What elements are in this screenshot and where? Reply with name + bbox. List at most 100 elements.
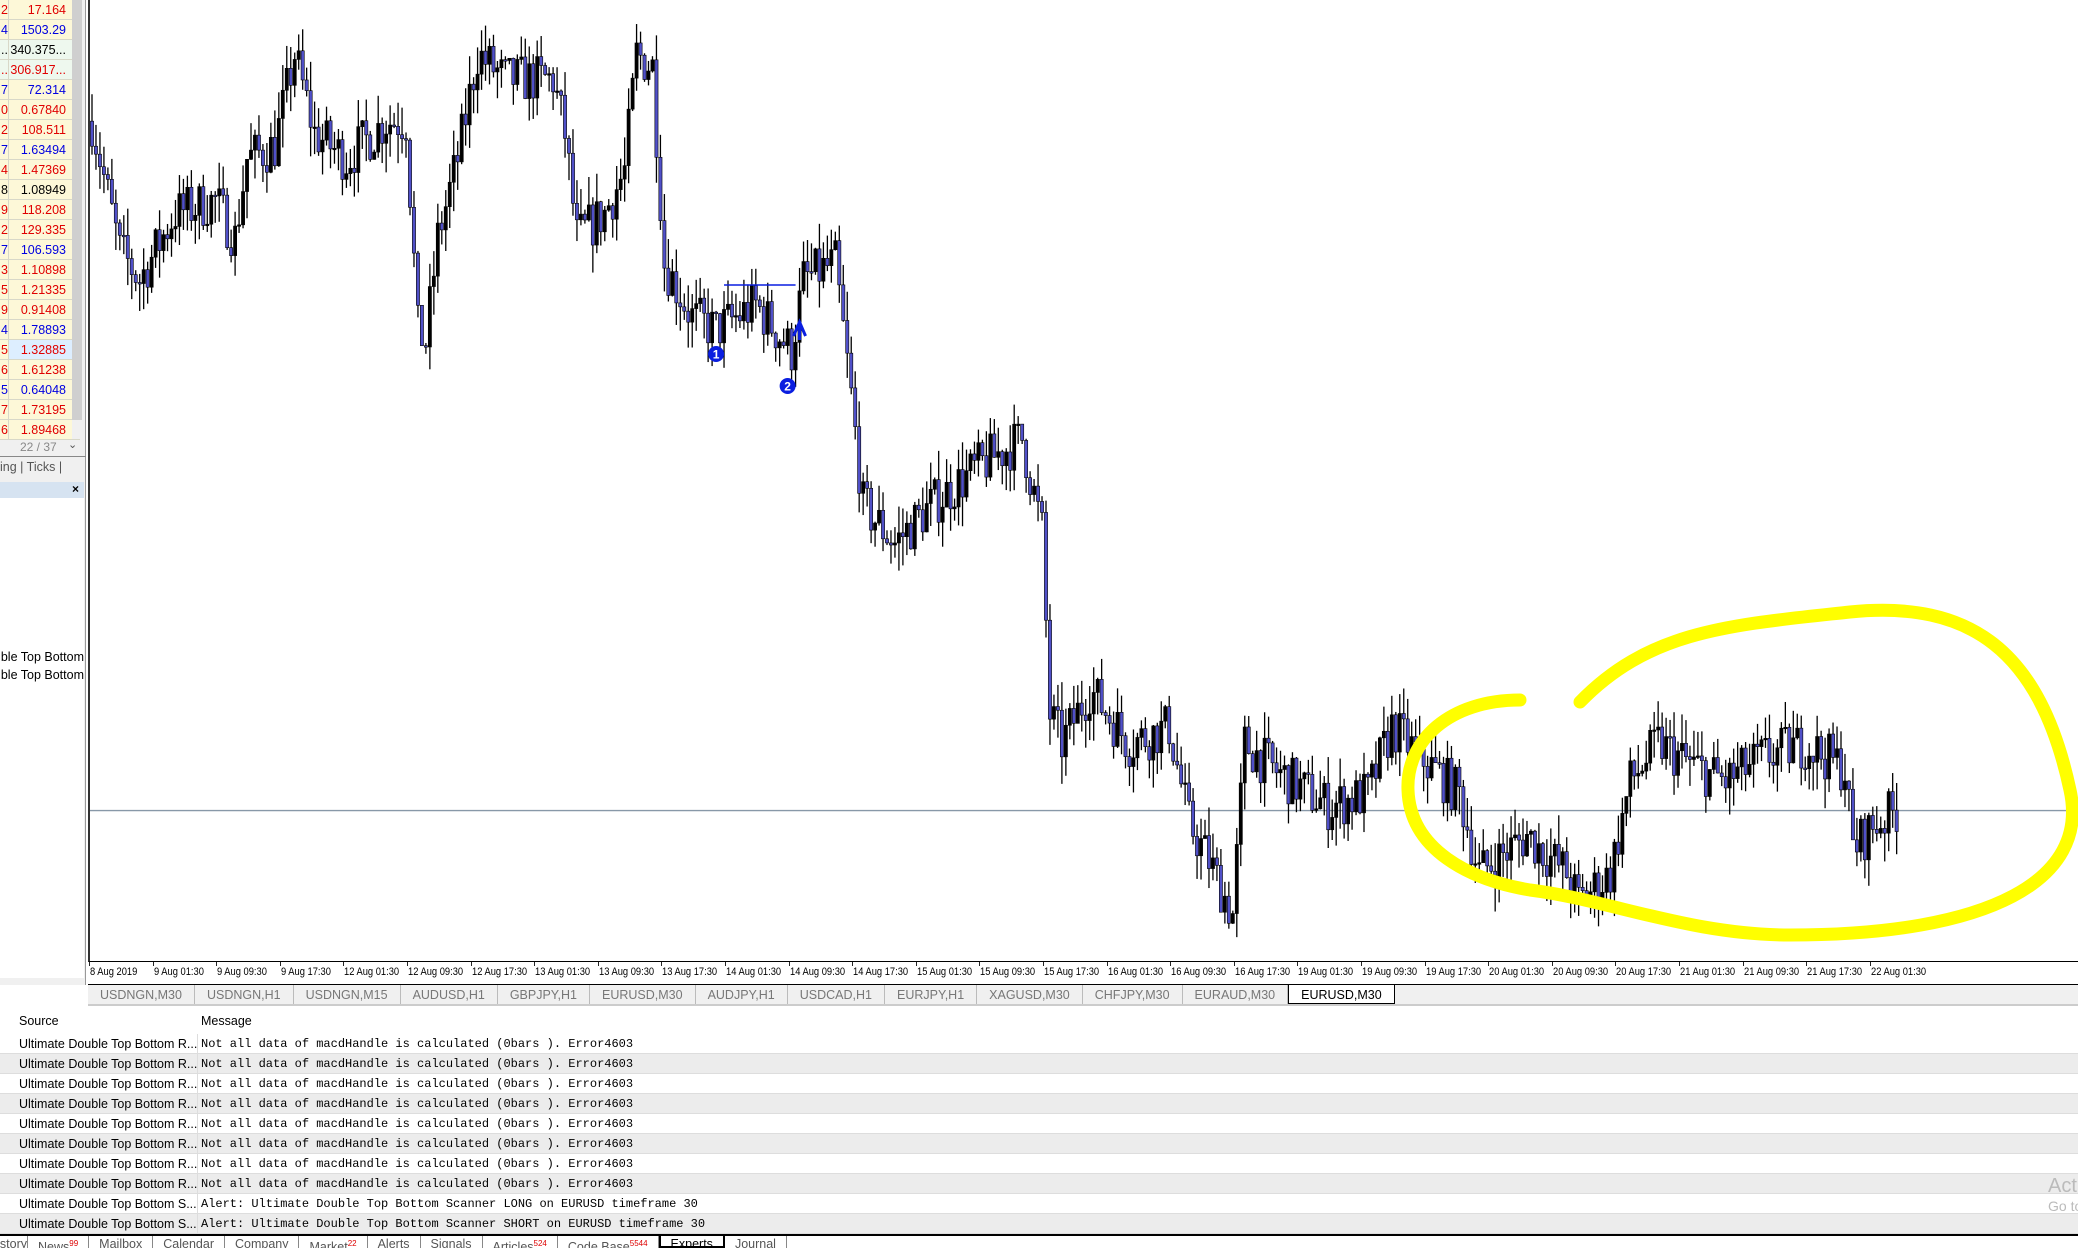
x-tick-label: 12 Aug 09:30 <box>407 962 464 978</box>
market-watch-row[interactable]: 5 0.64048 <box>0 380 80 400</box>
chart-tab[interactable]: AUDUSD,H1 <box>401 985 498 1004</box>
log-row[interactable]: Ultimate Double Top Bottom R... Not all d… <box>0 1054 2078 1074</box>
market-watch-row[interactable]: 3 1.10898 <box>0 260 80 280</box>
terminal-tab[interactable]: Journal <box>725 1236 787 1248</box>
chart-tab[interactable]: USDNGN,H1 <box>195 985 294 1004</box>
market-watch-row[interactable]: 9 118.208 <box>0 200 80 220</box>
market-watch-row[interactable]: 7 106.593 <box>0 240 80 260</box>
column-source[interactable]: Source <box>19 1014 59 1028</box>
log-row[interactable]: Ultimate Double Top Bottom S... Alert: Ul… <box>0 1194 2078 1214</box>
terminal-tab[interactable]: Articles524 <box>483 1236 558 1248</box>
candle <box>1608 856 1613 907</box>
candle <box>257 115 261 158</box>
terminal-tab[interactable]: Calendar <box>153 1236 225 1248</box>
ask-value: 306.917... <box>8 60 72 79</box>
market-watch-row[interactable]: .. 306.917... <box>0 60 80 80</box>
terminal-tab[interactable]: History <box>0 1236 28 1248</box>
market-watch-row[interactable]: 2 108.511 <box>0 120 80 140</box>
chart-tab[interactable]: USDNGN,M15 <box>294 985 401 1004</box>
chart-tab[interactable]: USDNGN,M30 <box>88 985 195 1004</box>
candle <box>900 508 905 566</box>
market-watch-row[interactable]: 6 1.61238 <box>0 360 80 380</box>
candle <box>1429 735 1434 781</box>
chart-tab[interactable]: EURUSD,M30 <box>1288 985 1395 1004</box>
chart-tab[interactable]: GBPJPY,H1 <box>498 985 590 1004</box>
log-row[interactable]: Ultimate Double Top Bottom R... Not all d… <box>0 1134 2078 1154</box>
candle <box>586 176 591 222</box>
candle <box>1807 743 1812 790</box>
log-row[interactable]: Ultimate Double Top Bottom R... Not all d… <box>0 1094 2078 1114</box>
candle <box>1735 742 1740 783</box>
candle <box>757 295 762 313</box>
candle <box>1715 738 1720 774</box>
candle <box>1771 743 1776 784</box>
market-watch-row[interactable]: 9 0.91408 <box>0 300 80 320</box>
candle <box>1127 748 1132 786</box>
terminal-tab[interactable]: Signals <box>421 1236 483 1248</box>
tab-badge: 99 <box>69 1239 79 1248</box>
log-message: Not all data of macdHandle is calculated… <box>201 1177 634 1191</box>
candle <box>789 322 794 383</box>
tab-label: Articles <box>492 1240 534 1248</box>
candle <box>1381 706 1386 756</box>
log-row[interactable]: Ultimate Double Top Bottom R... Not all d… <box>0 1114 2078 1134</box>
market-watch-row[interactable]: 0 0.67840 <box>0 100 80 120</box>
market-watch-row[interactable]: 7 1.73195 <box>0 400 80 420</box>
market-watch-row[interactable]: 2 129.335 <box>0 220 80 240</box>
chart-tab[interactable]: EURAUD,M30 <box>1183 985 1289 1004</box>
candle <box>1449 745 1454 816</box>
candle <box>825 235 830 272</box>
column-message[interactable]: Message <box>201 1014 252 1028</box>
market-watch-row[interactable]: 4 1.47369 <box>0 160 80 180</box>
chart-tab[interactable]: CHFJPY,M30 <box>1083 985 1183 1004</box>
terminal-tab[interactable]: News99 <box>28 1236 90 1248</box>
terminal-tab[interactable]: Experts <box>658 1236 725 1248</box>
market-watch-row[interactable]: .. 340.375... <box>0 40 80 60</box>
market-watch-row[interactable]: 7 1.63494 <box>0 140 80 160</box>
market-watch-row[interactable]: 4 1.78893 <box>0 320 80 340</box>
chart-tab[interactable]: EURUSD,M30 <box>590 985 696 1004</box>
market-watch-row[interactable]: 8 1.08949 <box>0 180 80 200</box>
terminal-tab[interactable]: Alerts <box>368 1236 421 1248</box>
navigator-item[interactable]: uble Top Bottom <box>0 668 84 682</box>
terminal-tab[interactable]: Company <box>225 1236 300 1248</box>
market-watch-row[interactable]: 5 1.21335 <box>0 280 80 300</box>
market-watch-tabs[interactable]: ing | Ticks | <box>0 456 86 476</box>
log-row[interactable]: Ultimate Double Top Bottom R... Not all d… <box>0 1174 2078 1194</box>
terminal-tab[interactable]: Market22 <box>299 1236 368 1248</box>
chart-tab[interactable]: USDCAD,H1 <box>788 985 885 1004</box>
candle <box>1469 806 1474 877</box>
candle <box>1719 765 1724 787</box>
log-row[interactable]: Ultimate Double Top Bottom R... Not all d… <box>0 1074 2078 1094</box>
ask-value: 1.89468 <box>8 420 72 439</box>
chart-tab[interactable]: AUDJPY,H1 <box>696 985 788 1004</box>
candle <box>1497 828 1502 903</box>
candle <box>1266 716 1271 760</box>
chart-tab[interactable]: XAGUSD,M30 <box>977 985 1083 1004</box>
candle <box>1751 732 1756 788</box>
market-watch-row[interactable]: 5 1.32885 <box>0 340 80 360</box>
market-watch-row[interactable]: 2 17.164 <box>0 0 80 20</box>
market-watch-row[interactable]: 7 72.314 <box>0 80 80 100</box>
candle <box>1795 713 1800 740</box>
candle <box>1636 744 1641 789</box>
close-icon[interactable]: × <box>72 482 80 496</box>
candle <box>992 419 997 458</box>
terminal-tab[interactable]: Code Base5544 <box>558 1236 659 1248</box>
candle <box>181 178 186 230</box>
terminal-tabs: HistoryNews99MailboxCalendarCompanyMarke… <box>0 1234 2078 1248</box>
market-watch-scrollbar[interactable] <box>72 0 82 420</box>
candle <box>889 530 893 564</box>
log-row[interactable]: Ultimate Double Top Bottom S... Alert: Ul… <box>0 1214 2078 1234</box>
market-watch-row[interactable]: 4 1503.29 <box>0 20 80 40</box>
chevron-down-icon[interactable]: ⌄ <box>68 439 78 451</box>
chart-tab[interactable]: EURJPY,H1 <box>885 985 978 1004</box>
candle <box>912 501 917 556</box>
candle <box>463 88 468 146</box>
navigator-item[interactable]: uble Top Bottom <box>0 650 84 664</box>
market-watch-row[interactable]: 6 1.89468 <box>0 420 80 440</box>
log-row[interactable]: Ultimate Double Top Bottom R... Not all d… <box>0 1034 2078 1054</box>
log-row[interactable]: Ultimate Double Top Bottom R... Not all d… <box>0 1154 2078 1174</box>
terminal-tab[interactable]: Mailbox <box>89 1236 154 1248</box>
